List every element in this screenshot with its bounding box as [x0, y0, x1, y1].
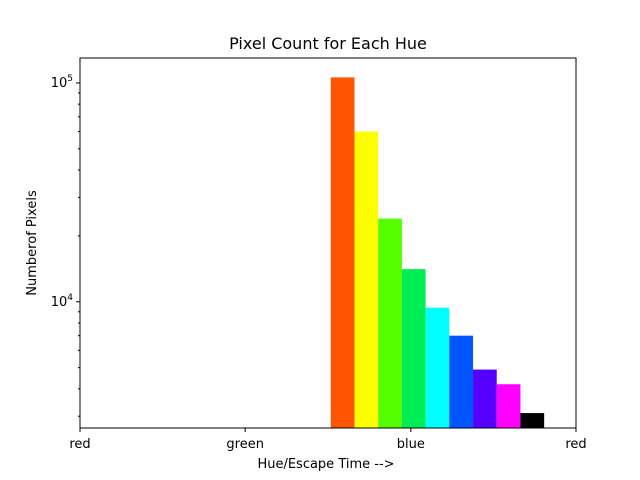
- bar-3: [401, 269, 426, 428]
- bar-5: [449, 335, 474, 428]
- plot-frame: [79, 57, 577, 429]
- bar-0: [330, 77, 355, 429]
- bar-7: [496, 384, 521, 428]
- bar-1: [354, 131, 379, 429]
- chart-title: Pixel Count for Each Hue: [229, 34, 427, 53]
- y-axis: 104 105: [51, 74, 80, 417]
- bar-4: [425, 307, 450, 428]
- bars-group: [330, 77, 545, 429]
- x-axis: red green blue red: [69, 428, 587, 452]
- x-tick-label-3: red: [565, 437, 586, 452]
- x-tick-label-2: blue: [397, 437, 425, 452]
- y-tick-label-0: 104: [51, 293, 74, 310]
- y-axis-label: Numberof Pixels: [25, 190, 40, 296]
- bar-6: [473, 369, 497, 428]
- bar-2: [378, 218, 402, 428]
- x-axis-label: Hue/Escape Time -->: [257, 457, 394, 472]
- x-tick-label-1: green: [226, 437, 264, 452]
- x-tick-label-0: red: [69, 437, 90, 452]
- bar-8: [520, 413, 545, 428]
- y-tick-label-1: 105: [51, 74, 73, 91]
